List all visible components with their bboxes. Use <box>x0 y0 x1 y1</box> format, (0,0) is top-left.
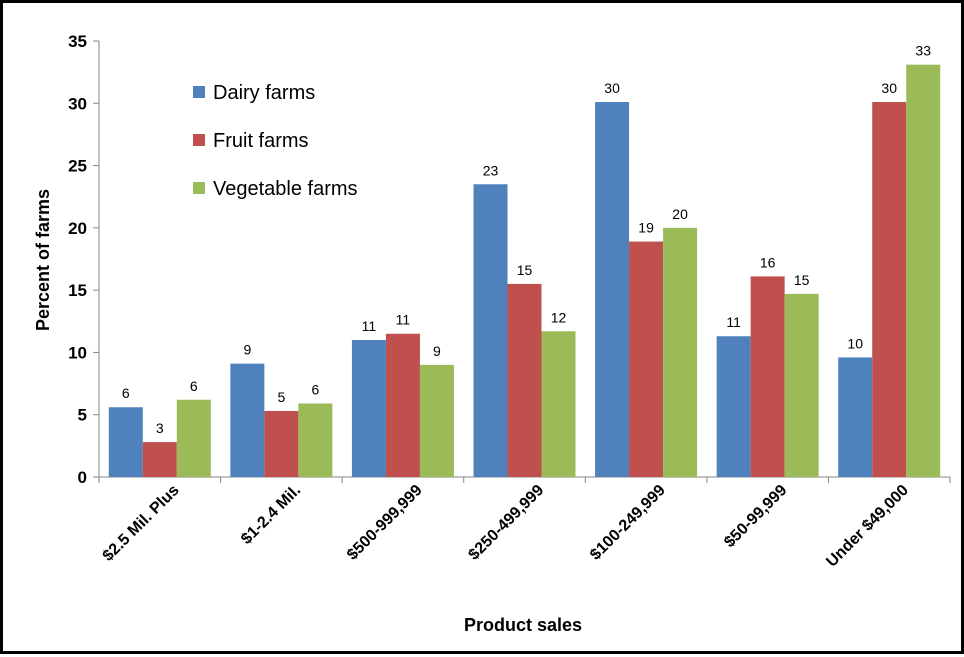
legend: Dairy farms Fruit farms Vegetable farms <box>193 82 358 200</box>
data-label: 9 <box>243 342 251 358</box>
data-label: 3 <box>156 420 164 436</box>
data-label: 6 <box>190 378 198 394</box>
data-label: 19 <box>638 220 654 236</box>
data-label: 16 <box>760 254 776 270</box>
bar <box>230 363 265 477</box>
x-tick-label: $50-99,999 <box>721 482 790 551</box>
y-tick-label: 20 <box>68 219 87 238</box>
y-tick-label: 0 <box>78 468 87 487</box>
x-tick-label: $250-499,999 <box>465 482 547 564</box>
bar <box>663 227 698 477</box>
x-tick-label: Under $49,000 <box>823 482 912 571</box>
x-axis-title: Product sales <box>464 615 582 635</box>
data-label: 5 <box>277 389 285 405</box>
bar <box>906 64 941 477</box>
legend-swatch <box>193 134 205 146</box>
bar <box>507 283 542 477</box>
data-label: 20 <box>672 206 688 222</box>
bar <box>541 331 576 477</box>
y-tick-label: 10 <box>68 343 87 362</box>
x-tick-label: $100-249,999 <box>587 482 669 564</box>
x-tick-label: $2.5 Mil. Plus <box>100 482 183 565</box>
data-label: 10 <box>847 335 863 351</box>
bar <box>385 333 420 477</box>
bar <box>595 102 630 477</box>
x-tick-label: $1-2.4 Mil. <box>238 482 304 548</box>
legend-label: Fruit farms <box>213 130 309 152</box>
data-label: 11 <box>362 318 377 334</box>
bar <box>108 407 143 477</box>
y-tick-label: 5 <box>78 406 87 425</box>
data-label: 23 <box>483 162 499 178</box>
data-label: 6 <box>311 382 319 398</box>
y-axis-title: Percent of farms <box>33 189 53 331</box>
y-tick-label: 15 <box>68 281 87 300</box>
bar <box>298 403 333 477</box>
legend-label: Dairy farms <box>213 82 315 104</box>
data-label: 30 <box>604 80 620 96</box>
bar <box>872 102 907 477</box>
data-labels: 6 9 11 23 30 11 10 3 5 11 15 19 16 30 6 6 9 12 20 15 33 <box>122 43 931 436</box>
data-label: 15 <box>794 272 810 288</box>
y-tick-label: 30 <box>68 94 87 113</box>
bar <box>838 357 873 477</box>
legend-swatch <box>193 182 205 194</box>
legend-swatch <box>193 86 205 98</box>
data-label: 6 <box>122 385 130 401</box>
bars <box>108 64 941 477</box>
data-label: 11 <box>726 314 741 330</box>
bar <box>750 276 785 477</box>
x-axis: $2.5 Mil. Plus $1-2.4 Mil. $500-999,999 $25… <box>98 476 951 571</box>
data-label: 11 <box>396 312 411 328</box>
legend-label: Vegetable farms <box>213 178 358 200</box>
bar <box>419 364 454 477</box>
data-label: 30 <box>881 80 897 96</box>
bar <box>264 410 299 477</box>
data-label: 33 <box>915 43 931 59</box>
bar <box>716 336 751 477</box>
bar <box>142 442 177 477</box>
data-label: 12 <box>551 309 567 325</box>
y-tick-label: 25 <box>68 157 87 176</box>
bar <box>784 293 819 477</box>
x-tick-label: $500-999,999 <box>344 482 426 564</box>
bar <box>629 241 664 477</box>
bar <box>473 184 508 477</box>
y-axis: 0 5 10 15 20 25 30 35 <box>68 32 100 487</box>
y-tick-label: 35 <box>68 32 87 51</box>
data-label: 9 <box>433 343 441 359</box>
bar <box>351 339 386 477</box>
data-label: 15 <box>517 262 533 278</box>
bar <box>176 399 211 477</box>
